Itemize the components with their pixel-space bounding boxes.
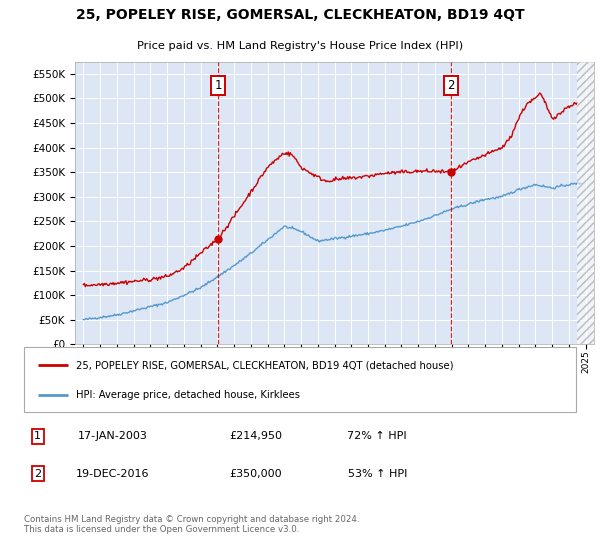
Text: 72% ↑ HPI: 72% ↑ HPI: [347, 431, 407, 441]
Text: 25, POPELEY RISE, GOMERSAL, CLECKHEATON, BD19 4QT (detached house): 25, POPELEY RISE, GOMERSAL, CLECKHEATON,…: [76, 360, 454, 370]
FancyBboxPatch shape: [24, 347, 576, 412]
Text: 2: 2: [34, 469, 41, 479]
Text: 53% ↑ HPI: 53% ↑ HPI: [347, 469, 407, 479]
Text: Price paid vs. HM Land Registry's House Price Index (HPI): Price paid vs. HM Land Registry's House …: [137, 41, 463, 51]
Text: £350,000: £350,000: [230, 469, 282, 479]
Text: 2: 2: [447, 79, 455, 92]
Text: £214,950: £214,950: [229, 431, 283, 441]
Text: 19-DEC-2016: 19-DEC-2016: [76, 469, 149, 479]
Text: Contains HM Land Registry data © Crown copyright and database right 2024.
This d: Contains HM Land Registry data © Crown c…: [24, 515, 359, 534]
Text: 1: 1: [214, 79, 222, 92]
Text: 25, POPELEY RISE, GOMERSAL, CLECKHEATON, BD19 4QT: 25, POPELEY RISE, GOMERSAL, CLECKHEATON,…: [76, 8, 524, 22]
Text: HPI: Average price, detached house, Kirklees: HPI: Average price, detached house, Kirk…: [76, 390, 301, 400]
Text: 1: 1: [34, 431, 41, 441]
Text: 17-JAN-2003: 17-JAN-2003: [77, 431, 147, 441]
